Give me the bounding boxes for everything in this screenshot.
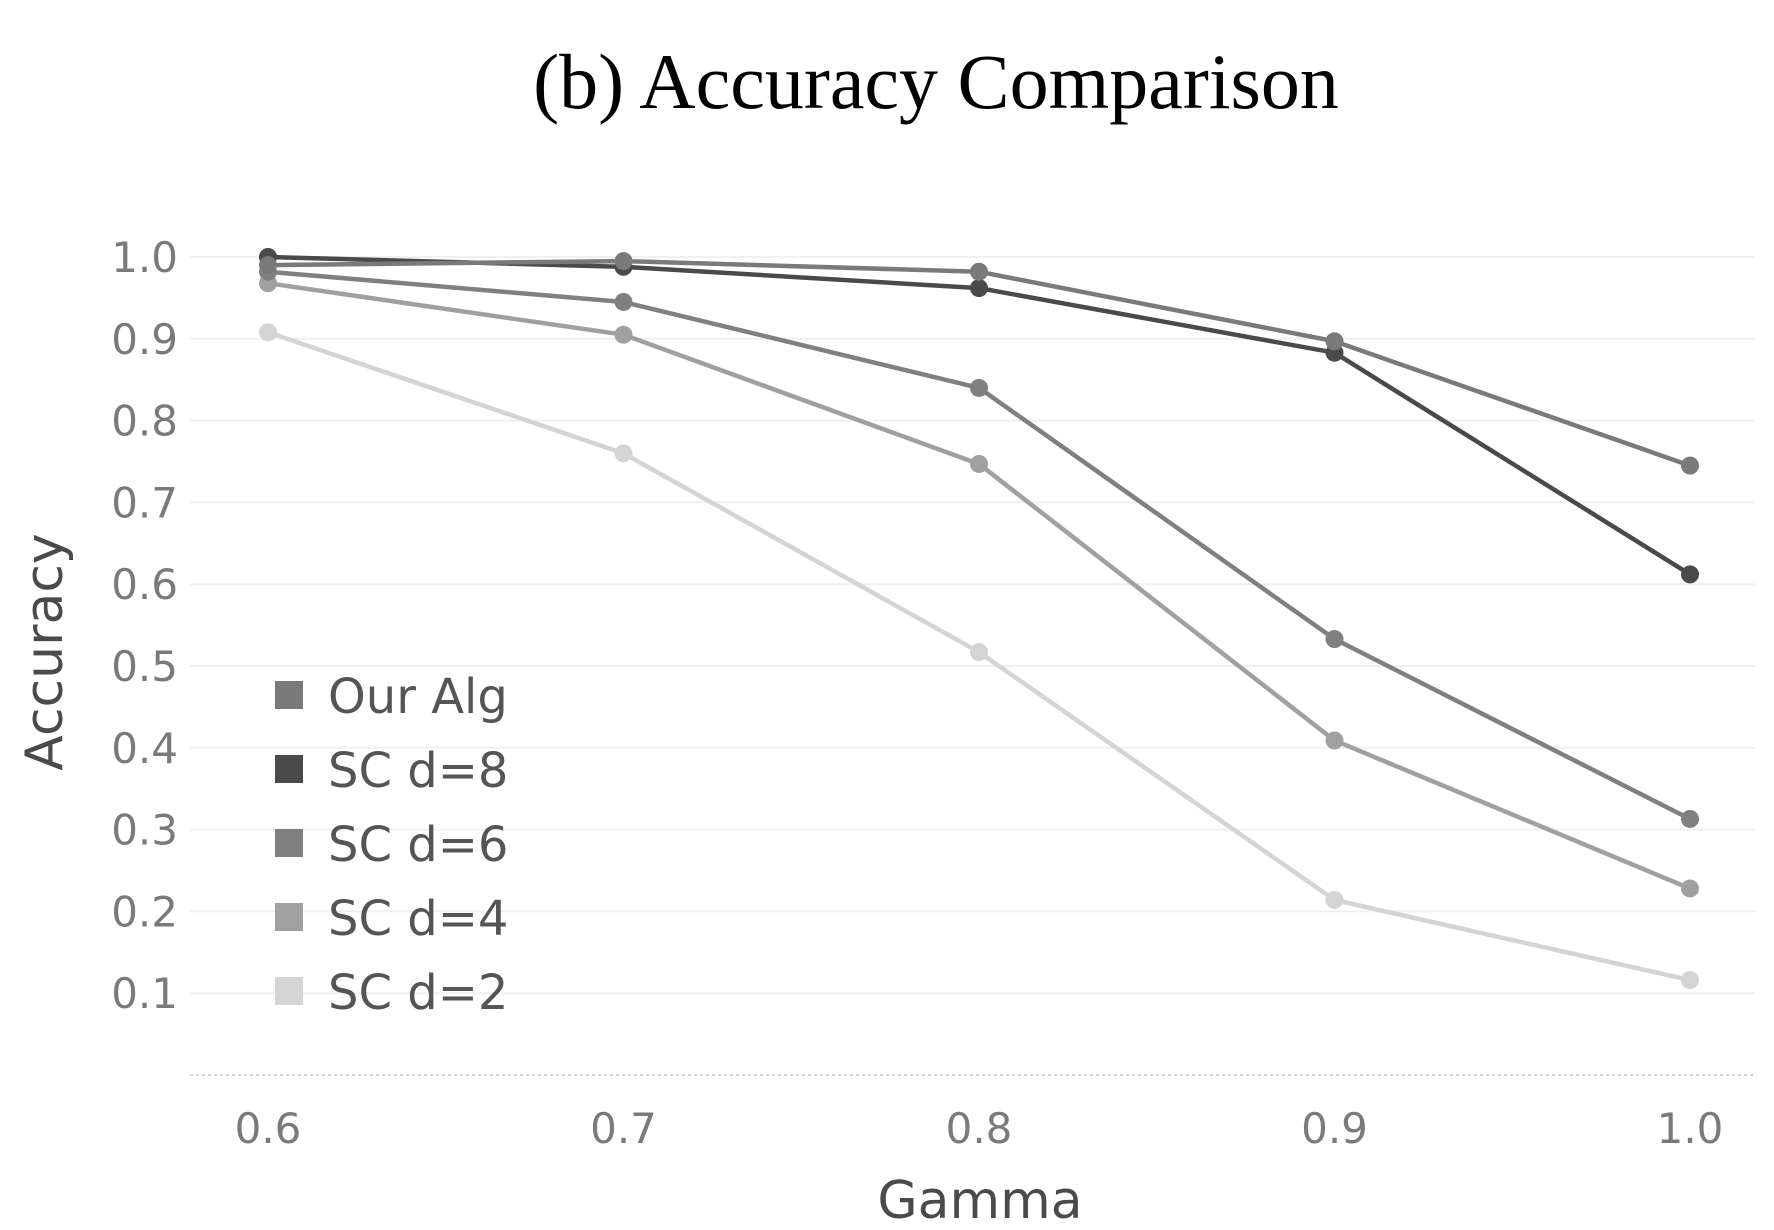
data-point[interactable] — [614, 325, 633, 344]
x-axis-title: Gamma — [877, 1171, 1082, 1230]
legend-item[interactable]: SC d=8 — [275, 743, 508, 799]
legend-item[interactable]: SC d=2 — [275, 965, 508, 1021]
series-line — [265, 269, 1693, 822]
data-point[interactable] — [259, 256, 277, 275]
x-tick-label: 0.8 — [946, 1104, 1013, 1153]
legend-label: SC d=8 — [328, 743, 508, 799]
legend-item[interactable]: SC d=6 — [275, 817, 508, 873]
data-point[interactable] — [970, 262, 988, 281]
y-tick-label: 0.5 — [111, 642, 178, 691]
x-tick-label: 1.0 — [1657, 1104, 1724, 1153]
series-4 — [259, 323, 1699, 990]
x-tick-label: 0.9 — [1301, 1104, 1368, 1153]
y-tick-label: 0.2 — [111, 887, 178, 936]
data-point[interactable] — [1681, 456, 1699, 475]
y-tick-label: 0.7 — [111, 478, 178, 527]
gridlines — [190, 256, 1755, 995]
data-point[interactable] — [970, 378, 988, 397]
series-3 — [259, 274, 1699, 898]
data-point[interactable] — [1681, 565, 1699, 584]
series-lines — [259, 248, 1699, 990]
legend-swatch — [275, 977, 303, 1005]
series-1 — [259, 248, 1699, 584]
legend-item[interactable]: Our Alg — [275, 669, 508, 725]
series-0 — [259, 252, 1699, 475]
data-point[interactable] — [614, 252, 633, 271]
data-point[interactable] — [1681, 971, 1699, 990]
x-axis-ticks: 0.6 0.7 0.8 0.9 1.0 — [235, 1104, 1724, 1153]
legend-label: SC d=6 — [328, 817, 508, 873]
data-point[interactable] — [970, 279, 988, 298]
y-tick-label: 0.4 — [111, 724, 178, 773]
data-point[interactable] — [1325, 890, 1344, 909]
data-point[interactable] — [259, 323, 277, 342]
legend-swatch — [275, 755, 303, 783]
x-tick-label: 0.7 — [590, 1104, 657, 1153]
data-point[interactable] — [1325, 332, 1344, 351]
y-axis-ticks: 0.1 0.2 0.3 0.4 0.5 0.6 0.7 0.8 0.9 1.0 — [111, 233, 178, 1018]
data-point[interactable] — [1325, 630, 1344, 649]
y-tick-label: 1.0 — [111, 233, 178, 282]
data-point[interactable] — [970, 643, 988, 662]
y-tick-label: 0.9 — [111, 315, 178, 364]
legend-label: Our Alg — [328, 669, 508, 725]
legend[interactable]: Our Alg SC d=8 SC d=6 SC d=4 SC d=2 — [275, 669, 508, 1021]
legend-swatch — [275, 903, 303, 931]
x-tick-label: 0.6 — [235, 1104, 302, 1153]
data-point[interactable] — [614, 444, 633, 463]
legend-swatch — [275, 829, 303, 857]
y-tick-label: 0.1 — [111, 969, 178, 1018]
chart-title: (b) Accuracy Comparison — [533, 38, 1339, 125]
y-axis-title: Accuracy — [15, 533, 75, 770]
legend-item[interactable]: SC d=4 — [275, 891, 508, 947]
legend-label: SC d=2 — [328, 965, 508, 1021]
data-point[interactable] — [614, 292, 633, 311]
y-tick-label: 0.8 — [111, 397, 178, 446]
series-line — [265, 254, 1693, 577]
y-tick-label: 0.3 — [111, 806, 178, 855]
data-point[interactable] — [1681, 809, 1699, 828]
data-point[interactable] — [1325, 731, 1344, 750]
legend-swatch — [275, 681, 303, 709]
data-point[interactable] — [970, 454, 988, 473]
legend-label: SC d=4 — [328, 891, 508, 947]
data-point[interactable] — [1681, 879, 1699, 898]
y-tick-label: 0.6 — [111, 560, 178, 609]
